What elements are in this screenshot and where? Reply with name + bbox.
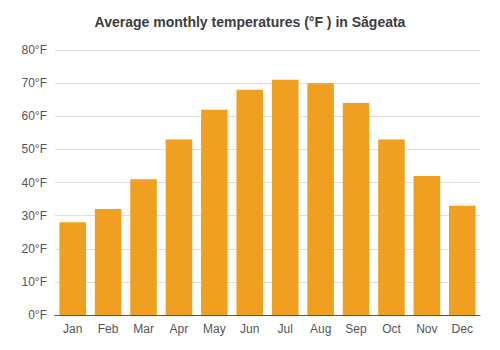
svg-text:Jan: Jan: [63, 322, 82, 336]
svg-text:Jun: Jun: [240, 322, 259, 336]
svg-text:Dec: Dec: [452, 322, 473, 336]
svg-text:May: May: [203, 322, 226, 336]
svg-text:20°F: 20°F: [22, 242, 47, 256]
svg-text:Oct: Oct: [382, 322, 401, 336]
svg-text:50°F: 50°F: [22, 142, 47, 156]
svg-text:Feb: Feb: [98, 322, 119, 336]
svg-text:Nov: Nov: [416, 322, 437, 336]
svg-text:Jul: Jul: [278, 322, 293, 336]
svg-text:Mar: Mar: [133, 322, 154, 336]
svg-text:10°F: 10°F: [22, 275, 47, 289]
svg-text:60°F: 60°F: [22, 109, 47, 123]
svg-text:Sep: Sep: [345, 322, 367, 336]
svg-text:0°F: 0°F: [28, 308, 47, 322]
svg-text:40°F: 40°F: [22, 176, 47, 190]
svg-text:Apr: Apr: [170, 322, 189, 336]
svg-text:Aug: Aug: [310, 322, 331, 336]
svg-text:80°F: 80°F: [22, 43, 47, 57]
svg-text:70°F: 70°F: [22, 76, 47, 90]
svg-text:30°F: 30°F: [22, 209, 47, 223]
svg-text:Average monthly temperatures (: Average monthly temperatures (°F ) in Să…: [95, 14, 406, 30]
